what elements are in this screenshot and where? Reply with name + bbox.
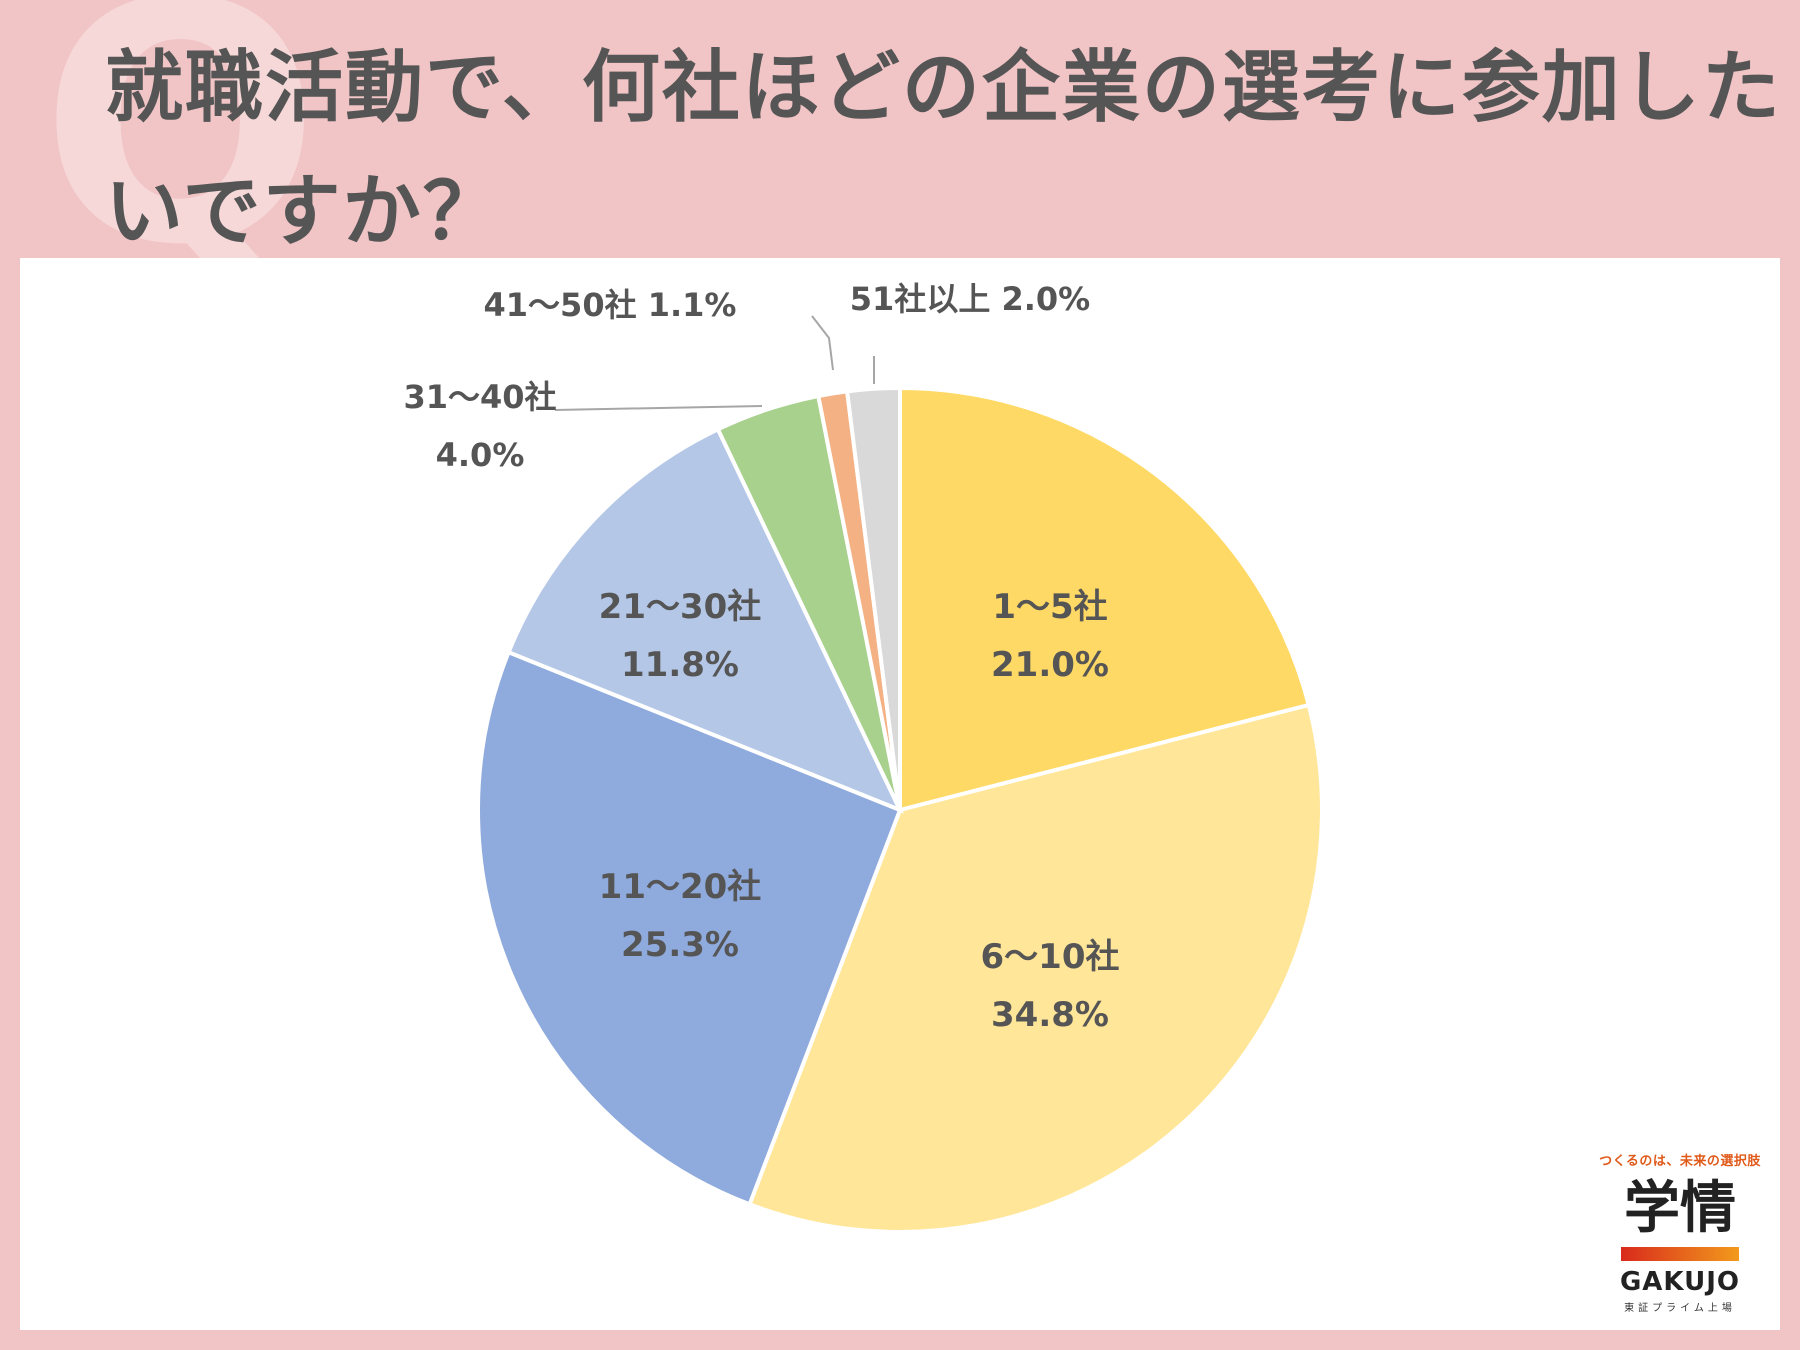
logo-tagline: つくるのは、未来の選択肢: [1599, 1154, 1761, 1169]
pie-slice-51: [844, 385, 902, 811]
slice-label: 11～20社: [599, 867, 762, 907]
leader-line: [554, 405, 763, 411]
page-title: 就職活動で、何社ほどの企業の選考に参加したいですか？: [105, 43, 1782, 257]
logo-bar: [1621, 1247, 1739, 1261]
slice-callout-label: 51社以上 2.0%: [850, 280, 1090, 318]
q-mark-icon: Q: [40, 0, 321, 317]
pie-slice-11-20: [476, 649, 903, 1207]
pie-slice-1-5: [898, 385, 1312, 813]
slice-value-label: 25.3%: [621, 925, 739, 965]
slice-value-label: 34.8%: [991, 995, 1109, 1035]
slice-label: 31～40社: [403, 378, 556, 416]
leader-line: [811, 315, 834, 371]
logo-sub: 東証プライム上場: [1624, 1303, 1736, 1314]
slice-value-label: 21.0%: [991, 645, 1109, 685]
slice-label: 1～5社: [992, 587, 1107, 627]
chart-panel: 1～5社 21.0% 6～10社 34.8% 11～20社 25.3% 21～30社 11.8…: [20, 258, 1780, 1330]
gakujo-logo: つくるのは、未来の選択肢 学情 GAKUJO 東証プライム上場: [1590, 1150, 1770, 1320]
slice-value-label: 11.8%: [621, 645, 739, 685]
slice-label: 21～30社: [599, 587, 762, 627]
slice-label: 6～10社: [981, 937, 1120, 977]
slice-callout-label: 41～50社 1.1%: [484, 286, 737, 324]
pie-slice-6-10: [747, 702, 1324, 1235]
pie-slice-21-30: [506, 426, 905, 814]
logo-kanji: 学情: [1624, 1176, 1736, 1241]
slice-value-label: 4.0%: [436, 436, 525, 474]
logo-brand: GAKUJO: [1619, 1267, 1741, 1297]
pie-chart: 1～5社 21.0% 6～10社 34.8% 11～20社 25.3% 21～30社 11.8…: [403, 280, 1324, 1235]
